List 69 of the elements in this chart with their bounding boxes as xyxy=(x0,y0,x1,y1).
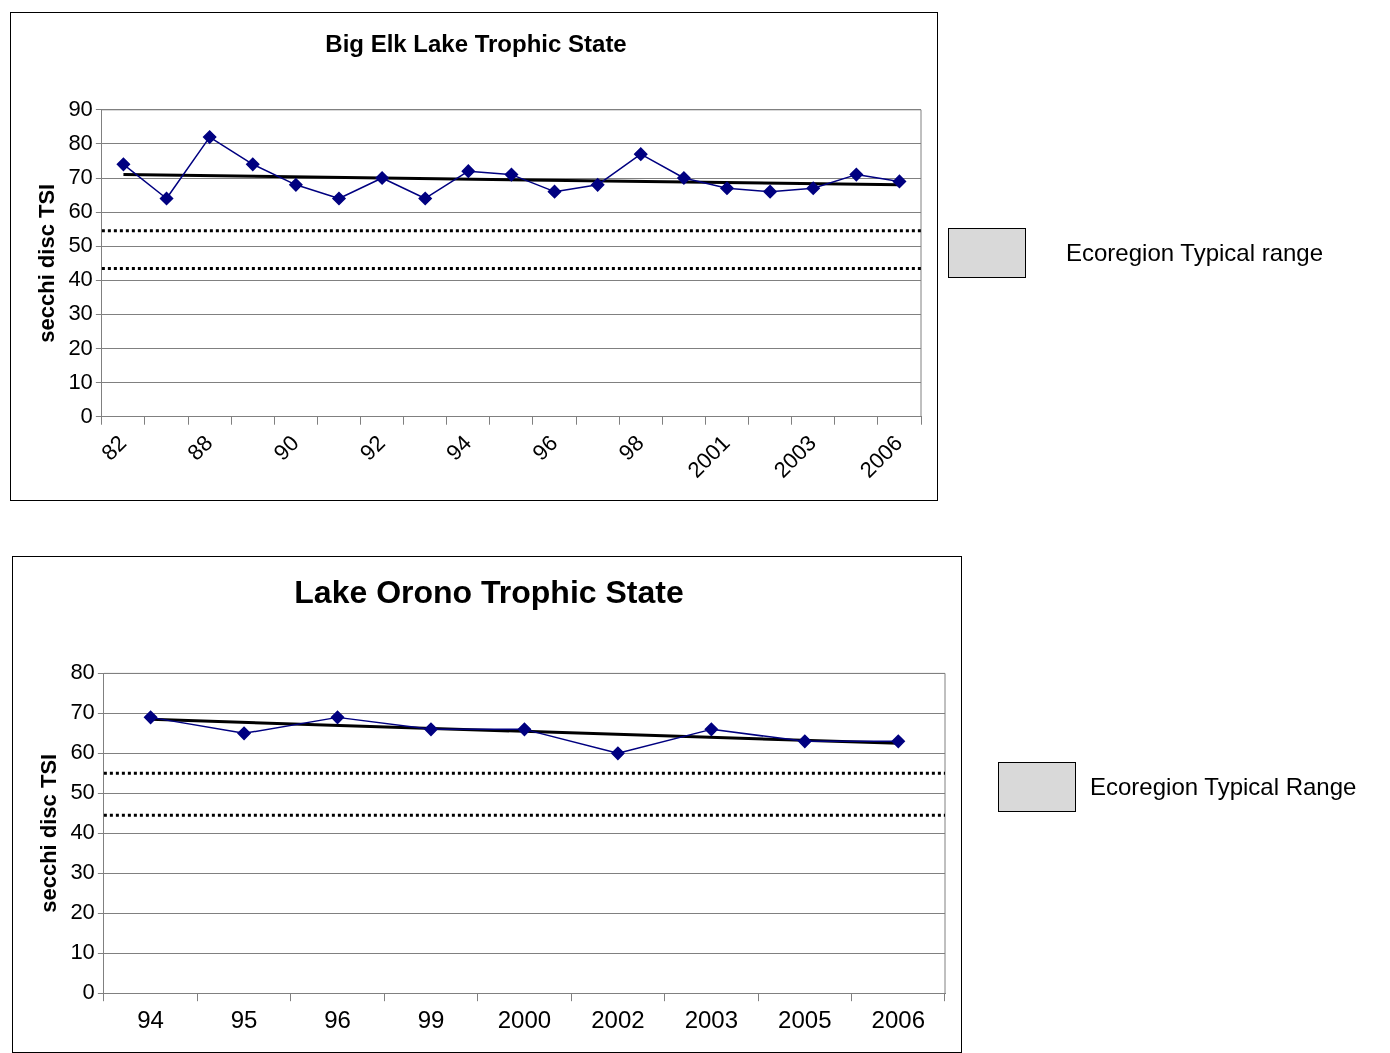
y-tick-label: 10 xyxy=(70,939,95,965)
x-tick-label: 96 xyxy=(527,430,563,466)
point xyxy=(634,147,648,161)
point xyxy=(159,191,174,206)
y-tick-label: 30 xyxy=(68,300,93,326)
point xyxy=(704,722,719,737)
point xyxy=(891,734,906,749)
x-tick-label: 2006 xyxy=(871,1006,925,1034)
point xyxy=(798,734,812,749)
point xyxy=(461,164,476,178)
x-tick-label: 94 xyxy=(441,430,477,466)
point xyxy=(547,184,562,199)
point xyxy=(504,167,519,182)
chart-title: Lake Orono Trophic State xyxy=(294,574,684,611)
point xyxy=(246,157,260,172)
x-tick-label: 2000 xyxy=(497,1006,552,1034)
point xyxy=(424,722,438,737)
x-tick-label: 95 xyxy=(230,1006,258,1034)
text: Ecoregion Typical range xyxy=(1066,239,1324,267)
y-tick-label: 60 xyxy=(70,739,95,765)
y-tick-label: 20 xyxy=(68,334,93,360)
x-tick-label: 94 xyxy=(137,1006,164,1034)
x-tick-label: 2003 xyxy=(684,1006,739,1034)
y-tick-label: 20 xyxy=(70,899,95,925)
text: Ecoregion Typical Range xyxy=(1090,773,1357,801)
y-tick-label: 10 xyxy=(68,368,93,394)
x-tick-label: 92 xyxy=(354,430,390,466)
point xyxy=(418,191,432,206)
y-tick-label: 60 xyxy=(68,198,93,224)
x-tick-label: 96 xyxy=(324,1006,351,1034)
x-tick-label: 90 xyxy=(268,430,304,466)
chart-title: Big Elk Lake Trophic State xyxy=(325,30,627,58)
x-tick-label: 99 xyxy=(417,1006,445,1034)
point xyxy=(806,181,820,195)
point xyxy=(611,746,625,761)
y-tick-label: 80 xyxy=(68,129,93,155)
y-axis-title: secchi disc TSI xyxy=(34,183,60,343)
x-tick-label: 88 xyxy=(182,430,218,466)
point xyxy=(202,130,217,144)
point xyxy=(720,181,734,195)
point xyxy=(237,726,251,741)
point xyxy=(677,171,691,185)
y-tick-label: 0 xyxy=(82,979,95,1005)
x-tick-label: 98 xyxy=(613,430,649,466)
x-tick-label: 2002 xyxy=(591,1006,645,1034)
point xyxy=(332,191,346,206)
y-tick-label: 90 xyxy=(68,95,93,121)
y-tick-label: 0 xyxy=(80,402,93,428)
point xyxy=(849,167,864,182)
point xyxy=(763,184,777,199)
y-tick-label: 70 xyxy=(70,699,95,725)
y-tick-label: 50 xyxy=(70,779,95,805)
point xyxy=(289,178,303,192)
y-tick-label: 70 xyxy=(68,164,93,190)
y-tick-label: 40 xyxy=(70,819,95,845)
y-tick-label: 30 xyxy=(70,859,95,885)
y-axis-title: secchi disc TSI xyxy=(36,753,62,913)
point xyxy=(116,157,131,172)
y-tick-label: 50 xyxy=(68,232,93,258)
point xyxy=(517,722,532,737)
point xyxy=(143,710,158,725)
point xyxy=(330,710,345,725)
point xyxy=(590,178,605,192)
point xyxy=(892,174,907,189)
x-tick-label: 82 xyxy=(96,430,132,466)
y-tick-label: 40 xyxy=(68,266,93,292)
point xyxy=(375,171,389,185)
x-tick-label: 2005 xyxy=(778,1006,832,1034)
y-tick-label: 80 xyxy=(70,659,95,685)
